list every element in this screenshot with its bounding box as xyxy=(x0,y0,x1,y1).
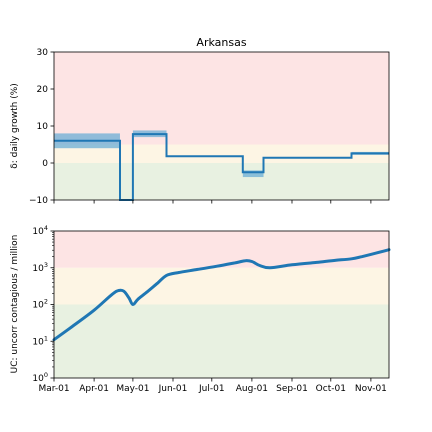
x-tick-label: Oct-01 xyxy=(316,384,346,394)
growth-y-tick-label: 20 xyxy=(37,85,49,95)
contagious-zone-1 xyxy=(54,267,389,305)
contagious-y-tick-label: 101 xyxy=(32,334,48,347)
x-tick-label: Jun-01 xyxy=(158,384,188,394)
chart-title: Arkansas xyxy=(196,36,246,49)
contagious-y-axis-label: UC: uncorr contagious / million xyxy=(10,235,20,374)
x-tick-label: May-01 xyxy=(116,384,149,394)
growth-panel: −10 0 10 20 30 Arkansas δ: daily growth (%) xyxy=(10,36,390,206)
contagious-x-ticks: Mar-01 Apr-01 May-01 Jun-01 Jul-01 Aug-01 Sep-… xyxy=(38,378,387,394)
growth-y-tick-label: 0 xyxy=(42,159,48,169)
contagious-zones xyxy=(54,231,389,378)
growth-y-tick-label: −10 xyxy=(29,196,48,206)
growth-y-tick-label: 30 xyxy=(37,48,49,58)
contagious-zone-2 xyxy=(54,231,389,268)
contagious-y-tick-label: 104 xyxy=(32,224,48,237)
contagious-y-tick-label: 102 xyxy=(32,298,48,311)
contagious-series-line xyxy=(52,248,391,342)
growth-x-ticks xyxy=(53,200,372,204)
contagious-y-ticks: 100 101 102 103 104 xyxy=(32,224,54,384)
growth-y-axis-label: δ: daily growth (%) xyxy=(10,83,20,169)
growth-y-tick-label: 10 xyxy=(37,122,49,132)
growth-y-ticks: −10 0 10 20 30 xyxy=(29,48,54,206)
contagious-zone-0 xyxy=(54,304,389,378)
x-tick-label: Mar-01 xyxy=(38,384,69,394)
x-tick-label: Nov-01 xyxy=(355,384,387,394)
growth-zone-2 xyxy=(54,52,389,145)
contagious-panel: 100 101 102 103 104 Mar-01 Apr-01 May-01 Jun-01… xyxy=(10,224,391,394)
x-tick-label: Jul-01 xyxy=(198,384,225,394)
contagious-y-tick-label: 103 xyxy=(32,261,48,274)
growth-zone-0 xyxy=(54,163,389,200)
contagious-y-tick-label: 100 xyxy=(32,371,48,384)
growth-zones xyxy=(54,52,389,200)
x-tick-label: Aug-01 xyxy=(236,384,268,394)
x-tick-label: Apr-01 xyxy=(79,384,109,394)
growth-band-2 xyxy=(242,170,264,178)
x-tick-label: Sep-01 xyxy=(276,384,308,394)
